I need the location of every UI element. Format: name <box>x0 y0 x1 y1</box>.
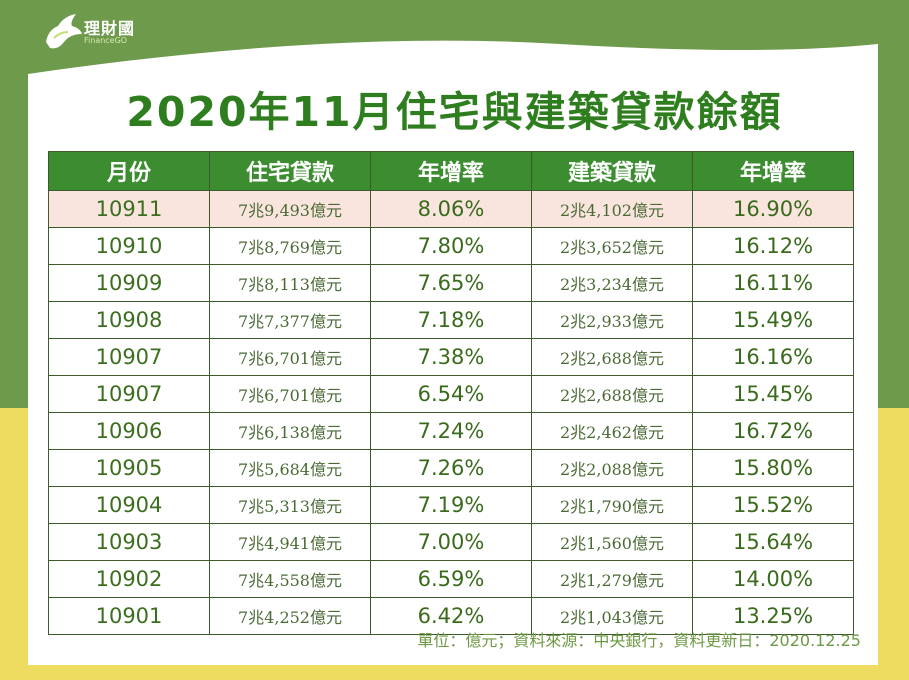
page-title: 2020年11月住宅與建築貸款餘額 <box>126 88 783 136</box>
cell-housing-loan: 7兆5,313億元 <box>209 486 371 524</box>
table-row: 10907 7兆6,701億元 6.54% 2兆2,688億元 15.45% <box>48 375 854 413</box>
table-header-row: 月份 住宅貸款 年增率 建築貸款 年增率 <box>48 151 854 191</box>
source-footnote: 單位：億元；資料來源：中央銀行，資料更新日：2020.12.25 <box>417 631 861 650</box>
cell-housing-growth: 7.19% <box>370 486 532 524</box>
cell-housing-loan: 7兆6,701億元 <box>209 375 371 413</box>
cell-month: 10901 <box>48 597 210 635</box>
cell-construction-growth: 16.11% <box>692 264 854 302</box>
cell-construction-loan: 2兆1,279億元 <box>531 560 693 598</box>
table-row: 10907 7兆6,701億元 7.38% 2兆2,688億元 16.16% <box>48 338 854 376</box>
cell-construction-loan: 2兆3,234億元 <box>531 264 693 302</box>
cell-housing-loan: 7兆6,138億元 <box>209 412 371 450</box>
cell-month: 10907 <box>48 375 210 413</box>
cell-month: 10903 <box>48 523 210 561</box>
cell-construction-loan: 2兆2,688億元 <box>531 338 693 376</box>
cell-construction-growth: 15.52% <box>692 486 854 524</box>
cell-construction-loan: 2兆4,102億元 <box>531 190 693 228</box>
cell-housing-loan: 7兆6,701億元 <box>209 338 371 376</box>
cell-month: 10905 <box>48 449 210 487</box>
cell-construction-growth: 16.12% <box>692 227 854 265</box>
cell-construction-growth: 15.80% <box>692 449 854 487</box>
cell-month: 10911 <box>48 190 210 228</box>
bird-icon <box>46 14 82 49</box>
table-row: 10902 7兆4,558億元 6.59% 2兆1,279億元 14.00% <box>48 560 854 598</box>
cell-construction-growth: 15.49% <box>692 301 854 339</box>
cell-month: 10906 <box>48 412 210 450</box>
cell-housing-growth: 7.24% <box>370 412 532 450</box>
cell-construction-loan: 2兆1,043億元 <box>531 597 693 635</box>
cell-construction-loan: 2兆1,790億元 <box>531 486 693 524</box>
cell-housing-growth: 7.65% <box>370 264 532 302</box>
cell-housing-growth: 6.54% <box>370 375 532 413</box>
cell-month: 10902 <box>48 560 210 598</box>
table-row: 10910 7兆8,769億元 7.80% 2兆3,652億元 16.12% <box>48 227 854 265</box>
cell-construction-growth: 13.25% <box>692 597 854 635</box>
header-construction-loan: 建築貸款 <box>531 151 693 191</box>
table-row: 10906 7兆6,138億元 7.24% 2兆2,462億元 16.72% <box>48 412 854 450</box>
cell-month: 10910 <box>48 227 210 265</box>
header-construction-growth: 年增率 <box>692 151 854 191</box>
cell-construction-growth: 15.45% <box>692 375 854 413</box>
table-row: 10903 7兆4,941億元 7.00% 2兆1,560億元 15.64% <box>48 523 854 561</box>
cell-housing-loan: 7兆4,558億元 <box>209 560 371 598</box>
cell-construction-growth: 16.16% <box>692 338 854 376</box>
cell-housing-growth: 6.59% <box>370 560 532 598</box>
table-row: 10901 7兆4,252億元 6.42% 2兆1,043億元 13.25% <box>48 597 854 635</box>
cell-housing-loan: 7兆8,113億元 <box>209 264 371 302</box>
cell-housing-growth: 8.06% <box>370 190 532 228</box>
cell-construction-growth: 16.90% <box>692 190 854 228</box>
header-housing-loan: 住宅貸款 <box>209 151 371 191</box>
header-housing-growth: 年增率 <box>370 151 532 191</box>
cell-month: 10908 <box>48 301 210 339</box>
cell-construction-loan: 2兆2,688億元 <box>531 375 693 413</box>
table-row: 10904 7兆5,313億元 7.19% 2兆1,790億元 15.52% <box>48 486 854 524</box>
cell-housing-loan: 7兆8,769億元 <box>209 227 371 265</box>
brand-logo: 理財國 FinanceGO <box>40 12 150 52</box>
cell-construction-growth: 14.00% <box>692 560 854 598</box>
table-row: 10908 7兆7,377億元 7.18% 2兆2,933億元 15.49% <box>48 301 854 339</box>
cell-construction-loan: 2兆3,652億元 <box>531 227 693 265</box>
cell-housing-growth: 6.42% <box>370 597 532 635</box>
cell-housing-growth: 7.26% <box>370 449 532 487</box>
cell-construction-growth: 16.72% <box>692 412 854 450</box>
cell-housing-growth: 7.38% <box>370 338 532 376</box>
cell-housing-growth: 7.18% <box>370 301 532 339</box>
cell-housing-loan: 7兆9,493億元 <box>209 190 371 228</box>
header-month: 月份 <box>48 151 210 191</box>
cell-construction-loan: 2兆2,462億元 <box>531 412 693 450</box>
cell-housing-loan: 7兆7,377億元 <box>209 301 371 339</box>
cell-housing-loan: 7兆4,941億元 <box>209 523 371 561</box>
cell-month: 10904 <box>48 486 210 524</box>
cell-housing-growth: 7.00% <box>370 523 532 561</box>
table-row-highlighted: 10911 7兆9,493億元 8.06% 2兆4,102億元 16.90% <box>48 190 854 228</box>
cell-construction-growth: 15.64% <box>692 523 854 561</box>
logo-subtitle: FinanceGO <box>84 36 128 45</box>
cell-construction-loan: 2兆1,560億元 <box>531 523 693 561</box>
cell-housing-loan: 7兆4,252億元 <box>209 597 371 635</box>
cell-housing-loan: 7兆5,684億元 <box>209 449 371 487</box>
table-row: 10905 7兆5,684億元 7.26% 2兆2,088億元 15.80% <box>48 449 854 487</box>
cell-month: 10909 <box>48 264 210 302</box>
cell-construction-loan: 2兆2,933億元 <box>531 301 693 339</box>
cell-construction-loan: 2兆2,088億元 <box>531 449 693 487</box>
loan-balance-table: 月份 住宅貸款 年增率 建築貸款 年增率 10911 7兆9,493億元 8.0… <box>48 151 854 635</box>
cell-month: 10907 <box>48 338 210 376</box>
cell-housing-growth: 7.80% <box>370 227 532 265</box>
table-row: 10909 7兆8,113億元 7.65% 2兆3,234億元 16.11% <box>48 264 854 302</box>
logo-name: 理財國 <box>84 19 136 38</box>
